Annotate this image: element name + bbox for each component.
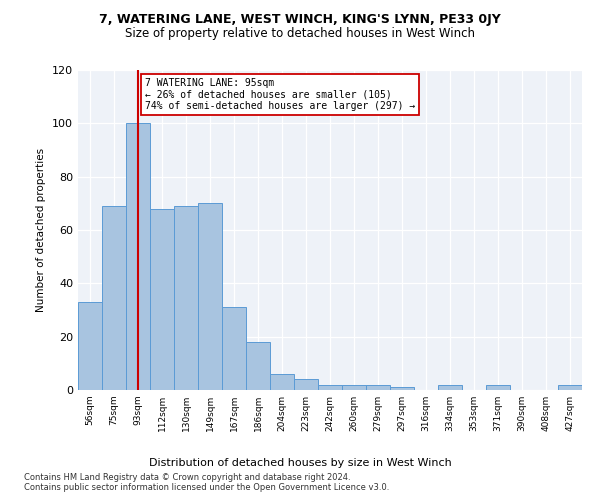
Text: 7 WATERING LANE: 95sqm
← 26% of detached houses are smaller (105)
74% of semi-de: 7 WATERING LANE: 95sqm ← 26% of detached… (145, 78, 415, 111)
Bar (486, 384, 510, 390)
Bar (390, 388, 414, 390)
Y-axis label: Number of detached properties: Number of detached properties (37, 148, 46, 312)
Text: Distribution of detached houses by size in West Winch: Distribution of detached houses by size … (149, 458, 451, 468)
Bar (558, 384, 582, 390)
Bar (78, 302, 102, 390)
Bar (198, 204, 222, 390)
Bar (246, 342, 270, 390)
Bar (102, 206, 126, 390)
Bar (174, 206, 198, 390)
Bar (222, 308, 246, 390)
Bar (438, 384, 462, 390)
Bar (318, 384, 342, 390)
Bar (126, 124, 150, 390)
Text: 7, WATERING LANE, WEST WINCH, KING'S LYNN, PE33 0JY: 7, WATERING LANE, WEST WINCH, KING'S LYN… (99, 12, 501, 26)
Text: Size of property relative to detached houses in West Winch: Size of property relative to detached ho… (125, 28, 475, 40)
Text: Contains HM Land Registry data © Crown copyright and database right 2024.
Contai: Contains HM Land Registry data © Crown c… (24, 472, 389, 492)
Bar (270, 374, 294, 390)
Bar (150, 208, 174, 390)
Bar (294, 380, 318, 390)
Bar (342, 384, 366, 390)
Bar (366, 384, 390, 390)
